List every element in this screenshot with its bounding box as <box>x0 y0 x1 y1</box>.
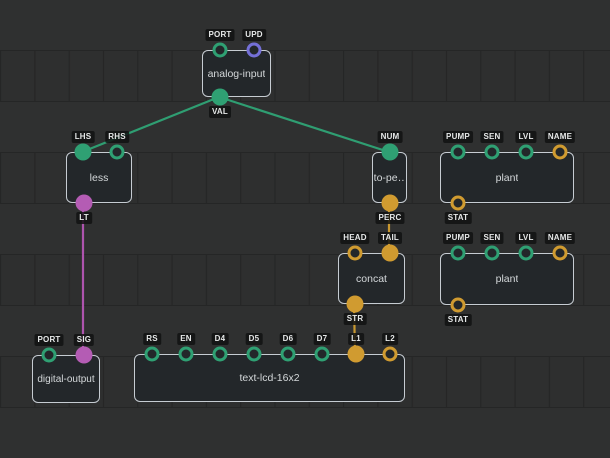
pin-name[interactable] <box>552 245 568 261</box>
pin-stat[interactable] <box>450 297 466 313</box>
pin-lhs[interactable] <box>74 143 92 161</box>
pin-num[interactable] <box>381 143 399 161</box>
pin-label-upd: UPD <box>242 29 266 41</box>
pin-upd[interactable] <box>246 42 262 58</box>
pin-label-perc: PERC <box>375 212 405 224</box>
pin-val[interactable] <box>211 88 229 106</box>
link-val-to-lhs[interactable] <box>81 95 220 154</box>
pin-str[interactable] <box>346 295 364 313</box>
pin-label-d6: D6 <box>279 333 297 345</box>
node-title: plant <box>495 171 519 184</box>
node-to-percent[interactable]: to-pe… NUM PERC <box>372 131 407 224</box>
pin-label-rhs: RHS <box>105 131 129 143</box>
node-title: to-pe… <box>373 171 406 184</box>
pin-pump[interactable] <box>450 144 466 160</box>
node-title: less <box>89 171 109 184</box>
node-title: digital-output <box>37 373 95 385</box>
pin-label-l2: L2 <box>382 333 398 345</box>
pin-label-num: NUM <box>377 131 403 143</box>
pin-label-lt: LT <box>76 212 92 224</box>
node-digital-output[interactable]: digital-output PORT SIG <box>32 334 100 403</box>
node-concat[interactable]: concat HEAD TAIL STR <box>338 232 405 325</box>
pin-head[interactable] <box>347 245 363 261</box>
node-text-lcd-16x2[interactable]: text-lcd-16x2 RS EN D4 D5 D6 D7 L1 L2 <box>134 333 405 402</box>
pin-label-d5: D5 <box>245 333 263 345</box>
pin-label-pump: PUMP <box>443 232 473 244</box>
pin-rs[interactable] <box>144 346 160 362</box>
node-plant-2[interactable]: plant PUMP SEN LVL NAME STAT <box>440 232 576 326</box>
node-title: text-lcd-16x2 <box>239 372 300 384</box>
pin-lvl[interactable] <box>518 144 534 160</box>
pin-perc[interactable] <box>381 194 399 212</box>
pin-d5[interactable] <box>246 346 262 362</box>
pin-port[interactable] <box>41 347 57 363</box>
node-title: concat <box>356 272 387 285</box>
node-analog-input[interactable]: analog-input PORT UPD VAL <box>202 29 271 118</box>
pin-label-stat: STAT <box>444 212 472 224</box>
pin-label-sig: SIG <box>73 334 95 346</box>
link-val-to-num[interactable] <box>218 95 390 154</box>
pin-label-l1: L1 <box>348 333 364 345</box>
pin-label-port: PORT <box>34 334 64 346</box>
pin-en[interactable] <box>178 346 194 362</box>
pin-pump[interactable] <box>450 245 466 261</box>
pin-l1[interactable] <box>347 345 365 363</box>
pin-d7[interactable] <box>314 346 330 362</box>
pin-d6[interactable] <box>280 346 296 362</box>
pin-label-lvl: LVL <box>515 232 537 244</box>
pin-d4[interactable] <box>212 346 228 362</box>
pin-stat[interactable] <box>450 195 466 211</box>
pin-label-head: HEAD <box>340 232 370 244</box>
node-title: plant <box>495 273 519 285</box>
pin-sen[interactable] <box>484 245 500 261</box>
pin-label-tail: TAIL <box>378 232 402 244</box>
pin-label-rs: RS <box>143 333 161 345</box>
pin-label-stat: STAT <box>444 314 472 326</box>
pin-rhs[interactable] <box>109 144 125 160</box>
pin-lt[interactable] <box>75 194 93 212</box>
pin-label-pump: PUMP <box>443 131 473 143</box>
pin-label-sen: SEN <box>480 232 504 244</box>
pin-label-port: PORT <box>205 29 235 41</box>
pin-tail[interactable] <box>381 244 399 262</box>
node-plant-1[interactable]: plant PUMP SEN LVL NAME STAT <box>440 131 576 224</box>
pin-label-name: NAME <box>544 131 576 143</box>
pin-sig[interactable] <box>75 346 93 364</box>
node-less[interactable]: less LHS RHS LT <box>66 131 132 224</box>
pin-label-lvl: LVL <box>515 131 537 143</box>
pin-sen[interactable] <box>484 144 500 160</box>
node-title: analog-input <box>207 67 266 80</box>
pin-lvl[interactable] <box>518 245 534 261</box>
pin-label-d4: D4 <box>211 333 229 345</box>
pin-l2[interactable] <box>382 346 398 362</box>
pin-label-val: VAL <box>208 106 232 118</box>
pin-port[interactable] <box>212 42 228 58</box>
pin-label-sen: SEN <box>480 131 504 143</box>
pin-name[interactable] <box>552 144 568 160</box>
pin-label-lhs: LHS <box>71 131 95 143</box>
pin-label-en: EN <box>177 333 195 345</box>
pin-label-d7: D7 <box>313 333 331 345</box>
pin-label-name: NAME <box>544 232 576 244</box>
pin-label-str: STR <box>343 313 367 325</box>
